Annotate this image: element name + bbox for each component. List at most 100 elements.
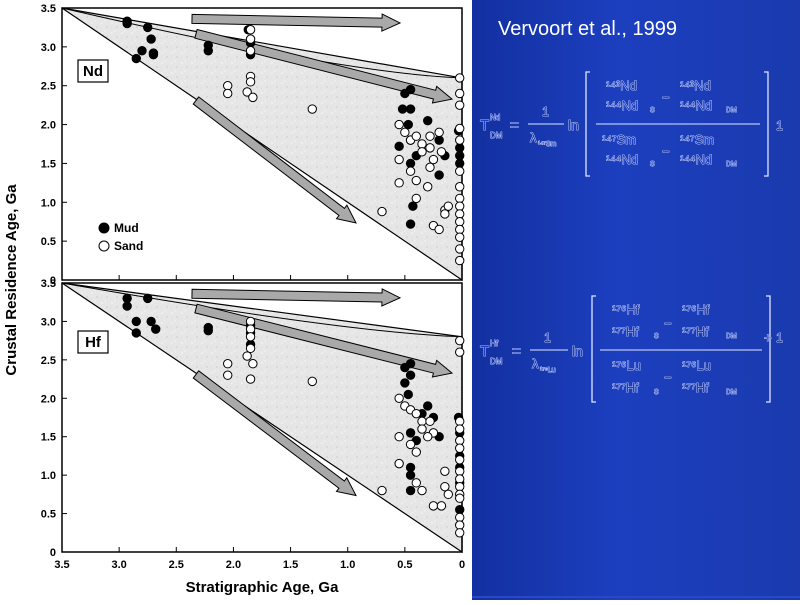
legend-mud-label: Mud (114, 221, 139, 235)
sand-point (455, 166, 465, 176)
eq-lambda-sub: ¹⁷⁶Lu (540, 367, 556, 374)
eq-lambda: λ (530, 130, 537, 145)
sand-point (455, 224, 465, 235)
y-tick-label: 3.5 (41, 3, 56, 15)
sand-point (411, 193, 421, 204)
eq-lhs-sub: DM (490, 131, 503, 140)
sand-point (455, 217, 465, 227)
sand-point (455, 455, 465, 465)
mud-point (400, 378, 410, 388)
mud-point (455, 505, 465, 515)
mud-point (151, 324, 161, 334)
sand-point (417, 416, 427, 427)
sand-point (455, 443, 465, 453)
mud-point (146, 316, 156, 327)
sand-point (417, 485, 427, 496)
sand-point (455, 209, 465, 219)
sand-point (455, 520, 465, 530)
sand-point (455, 493, 465, 503)
y-tick-label: 2.0 (41, 120, 56, 132)
figure-panel: 0 0.5 1.0 1.5 2.0 2.5 3.0 3.5 Nd Mud Sand 0 0.5 1.0 1… (3, 3, 466, 596)
mud-point (405, 470, 416, 480)
sand-point (242, 351, 252, 361)
eq-term4-sub: DM (726, 161, 737, 168)
sand-point (417, 424, 427, 434)
y-tick-label: 2.0 (41, 393, 56, 405)
mud-point (405, 370, 416, 380)
mud-point (405, 158, 416, 169)
sand-point (455, 73, 465, 83)
eq-lhs: T (480, 343, 489, 360)
panel-label: Nd (83, 63, 103, 80)
sand-point (440, 481, 450, 492)
sand-point (405, 439, 416, 450)
eq-tail: 1 (776, 118, 783, 133)
sand-point (455, 481, 465, 492)
eq-minus-bot: − (662, 144, 670, 159)
sand-point (455, 466, 465, 476)
nd-plot: 0 0.5 1.0 1.5 2.0 2.5 3.0 3.5 Nd Mud Sand (41, 3, 465, 287)
eq-term1-bot: ¹⁴⁴Nd (606, 98, 638, 113)
y-tick-label: 2.5 (41, 81, 56, 93)
mud-point (143, 22, 153, 33)
eq-lhs-sub: DM (490, 357, 503, 366)
sand-point (455, 135, 465, 145)
y-tick-label: 1.5 (41, 432, 56, 444)
mud-point (146, 34, 156, 44)
sand-point (455, 335, 465, 346)
legend-mud-marker (98, 222, 110, 234)
mud-point (455, 158, 465, 169)
mud-point (405, 84, 416, 95)
equation-panel (472, 0, 800, 600)
sand-point (307, 104, 317, 114)
x-tick-label: 1.0 (340, 559, 355, 571)
panel-label-box (77, 59, 109, 83)
mud-point (455, 143, 465, 153)
sand-point (436, 147, 447, 157)
sand-point (455, 416, 465, 427)
sand-point (425, 416, 435, 427)
sand-point (394, 178, 404, 188)
x-tick-label: 2.5 (169, 559, 184, 571)
sand-point (394, 154, 404, 165)
sand-point (455, 424, 465, 434)
sand-point (423, 432, 433, 442)
y-tick-label: 0 (50, 275, 56, 287)
sand-point (394, 119, 404, 130)
mud-point (148, 49, 159, 60)
eq-term1-sub: S (650, 107, 655, 114)
mud-point (122, 18, 132, 29)
eq-term4-bot: ¹⁴⁴Nd (680, 152, 712, 167)
mud-point (394, 141, 404, 152)
mud-point (122, 293, 132, 304)
sand-point (455, 435, 465, 446)
sand-point (455, 347, 465, 357)
y-tick-label: 2.5 (41, 355, 56, 367)
sand-point (223, 370, 233, 380)
x-tick-label: 2.0 (226, 559, 241, 571)
sand-point (377, 485, 387, 496)
sand-point (434, 127, 444, 138)
eq-numerator: 1 (544, 330, 551, 345)
eq-term3-bot: ¹⁷⁷Hf (612, 380, 639, 395)
y-tick-label: 1.0 (41, 197, 56, 209)
eq-term1-top: ¹⁷⁶Hf (612, 302, 640, 317)
eq-lambda-sub: ¹⁴⁷Sm (538, 141, 557, 148)
sand-point (411, 478, 421, 488)
y-tick-label: 3.5 (41, 278, 56, 290)
eq-numerator: 1 (542, 104, 549, 119)
mud-point (408, 201, 418, 211)
sand-point (455, 201, 465, 211)
x-tick-label: 3.5 (54, 559, 69, 571)
mud-point (137, 46, 147, 56)
sand-point (223, 81, 233, 91)
sand-point (245, 316, 256, 327)
y-tick-label: 0 (50, 547, 56, 559)
sand-point (411, 408, 421, 419)
sand-point (245, 374, 256, 384)
sand-point (245, 324, 256, 334)
mud-point (405, 485, 416, 496)
y-tick-label: 1.0 (41, 470, 56, 482)
mud-point (423, 115, 433, 126)
sand-point (377, 206, 387, 217)
